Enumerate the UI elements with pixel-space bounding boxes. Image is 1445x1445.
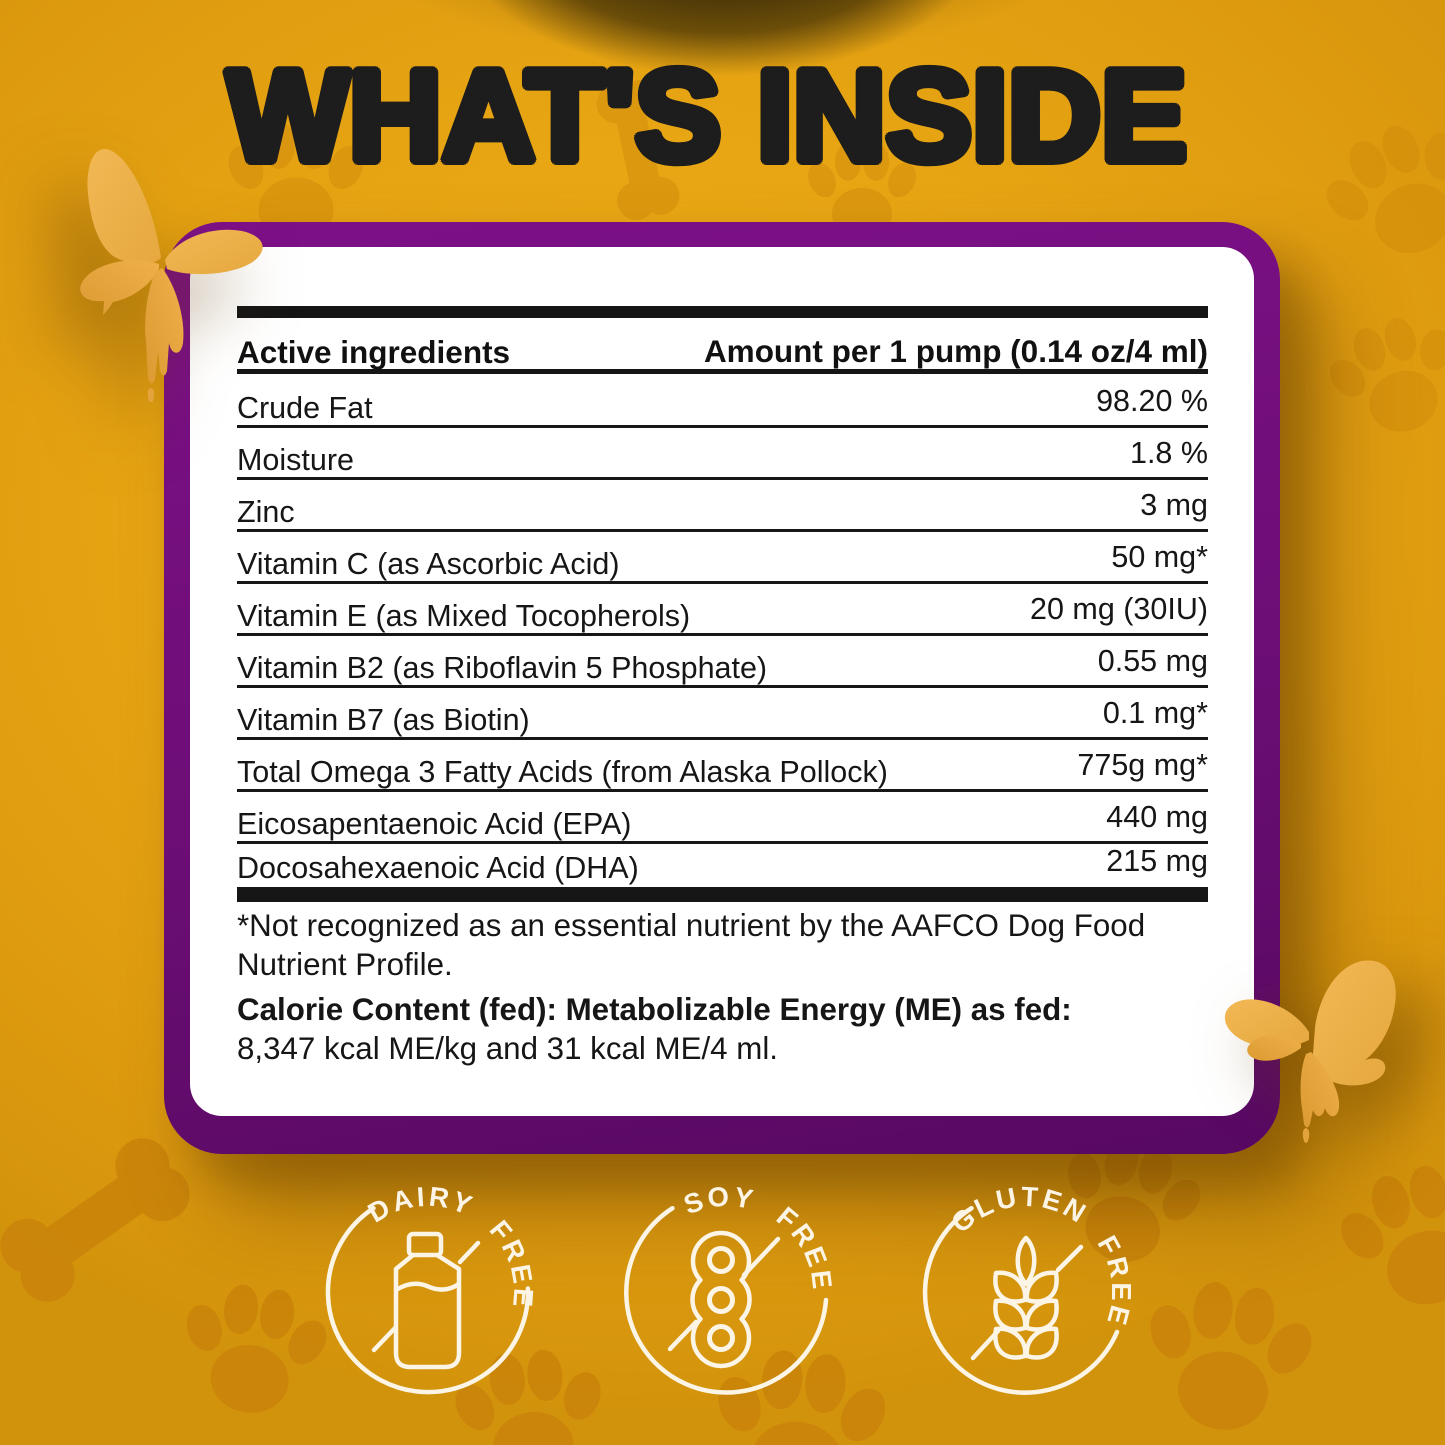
svg-text:GLUTEN FREE: GLUTEN FREE: [945, 1181, 1137, 1331]
svg-text:DAIRY FREE: DAIRY FREE: [363, 1181, 540, 1311]
